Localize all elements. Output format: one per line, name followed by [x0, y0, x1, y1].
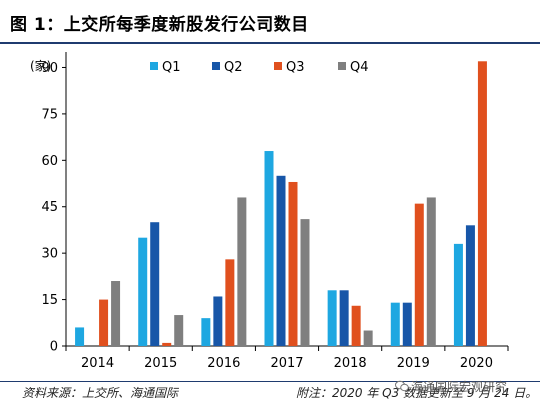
bar-q2-2020: [465, 225, 475, 346]
bar-q4-2019: [426, 197, 436, 346]
bar-q1-2015: [138, 237, 148, 346]
x-tick-label: 2020: [460, 356, 493, 371]
y-axis-label: (家): [30, 58, 51, 73]
legend-swatch-q4: [338, 62, 346, 70]
legend-label-q4: Q4: [350, 60, 369, 75]
legend-label-q2: Q2: [224, 60, 243, 75]
y-tick-label: 75: [41, 107, 58, 122]
x-tick-label: 2018: [334, 356, 367, 371]
bar-q3-2017: [288, 181, 298, 346]
legend-swatch-q1: [150, 62, 158, 70]
bar-q2-2017: [276, 175, 286, 346]
bar-q1-2018: [327, 290, 337, 346]
watermark-text: 海通国际宏观研究: [411, 380, 508, 394]
bar-q4-2018: [363, 330, 373, 346]
legend-swatch-q3: [274, 62, 282, 70]
bar-q1-2016: [201, 318, 211, 346]
y-tick-label: 15: [41, 293, 58, 308]
bar-q1-2019: [390, 302, 400, 346]
bar-chart: 0 15 30 45 60 75 90(家) 2014 2015 2016 2017 2018 2019…: [30, 52, 509, 371]
bar-q4-2017: [300, 219, 310, 346]
y-tick-label: 45: [41, 200, 58, 215]
bar-q2-2016: [213, 296, 223, 346]
bar-q4-2014: [111, 281, 121, 346]
x-tick-label: 2017: [270, 356, 303, 371]
watermark: 海通国际宏观研究: [395, 378, 507, 395]
footer-divider: [0, 381, 540, 382]
bar-q3-2016: [225, 259, 235, 346]
title-divider: [0, 42, 540, 44]
bar-q4-2016: [237, 197, 247, 346]
legend-swatch-q2: [212, 62, 220, 70]
legend-label-q3: Q3: [286, 60, 305, 75]
x-tick-label: 2014: [81, 356, 114, 371]
wechat-icon: [395, 380, 409, 392]
source-note: 资料来源：上交所、海通国际: [22, 386, 179, 400]
x-tick-label: 2019: [397, 356, 430, 371]
bar-q3-2015: [162, 342, 172, 346]
bar-q1-2020: [453, 243, 463, 346]
y-tick-label: 0: [50, 340, 58, 355]
bar-q3-2020: [477, 61, 487, 346]
x-tick-label: 2015: [144, 356, 177, 371]
y-tick-label: 60: [41, 154, 58, 169]
legend-label-q1: Q1: [162, 60, 181, 75]
x-tick-label: 2016: [207, 356, 240, 371]
y-tick-label: 30: [41, 247, 58, 262]
bar-q1-2014: [75, 327, 85, 346]
bar-q2-2018: [339, 290, 349, 346]
bar-q2-2015: [150, 222, 160, 346]
chart-title: 图 1：上交所每季度新股发行公司数目: [10, 15, 309, 35]
date-note: 附注：2020 年 Q3 数据更新至 9 月 24 日。: [296, 386, 538, 400]
bar-q3-2019: [414, 203, 424, 346]
bar-q3-2014: [99, 299, 109, 346]
bar-q2-2019: [402, 302, 412, 346]
bar-q1-2017: [264, 151, 274, 346]
bar-q3-2018: [351, 305, 361, 346]
bar-q4-2015: [174, 315, 184, 346]
title-bar: 图 1：上交所每季度新股发行公司数目: [0, 0, 540, 42]
y-tick-label: 90: [41, 61, 58, 76]
